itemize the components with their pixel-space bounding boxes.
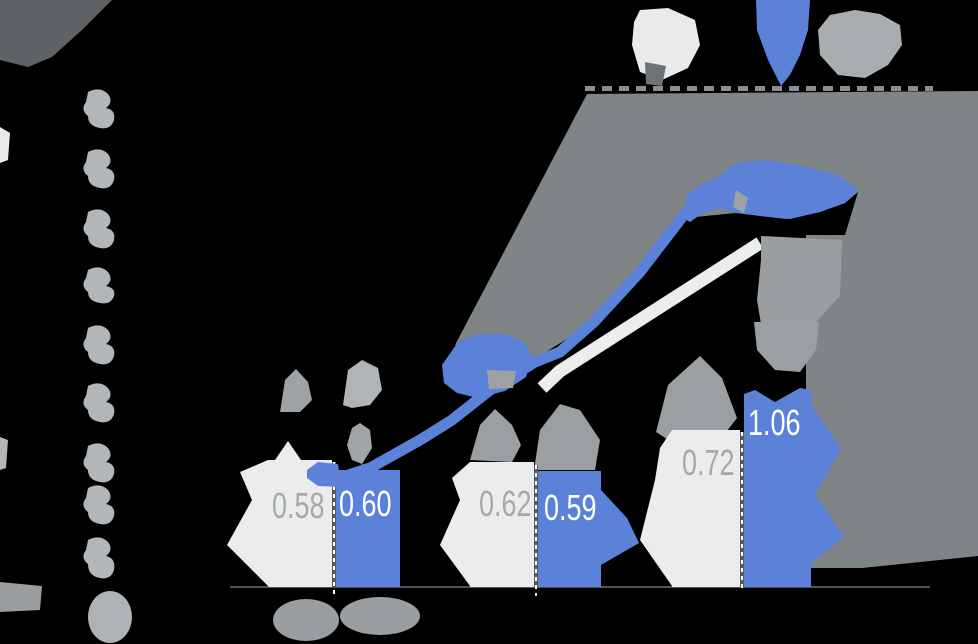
svg-text:1.06: 1.06 <box>748 402 801 443</box>
svg-text:0.60: 0.60 <box>339 483 392 524</box>
svg-text:0.59: 0.59 <box>544 487 597 528</box>
svg-text:0.58: 0.58 <box>272 485 325 526</box>
svg-text:0.62: 0.62 <box>479 483 532 524</box>
svg-text:0.72: 0.72 <box>682 442 735 483</box>
